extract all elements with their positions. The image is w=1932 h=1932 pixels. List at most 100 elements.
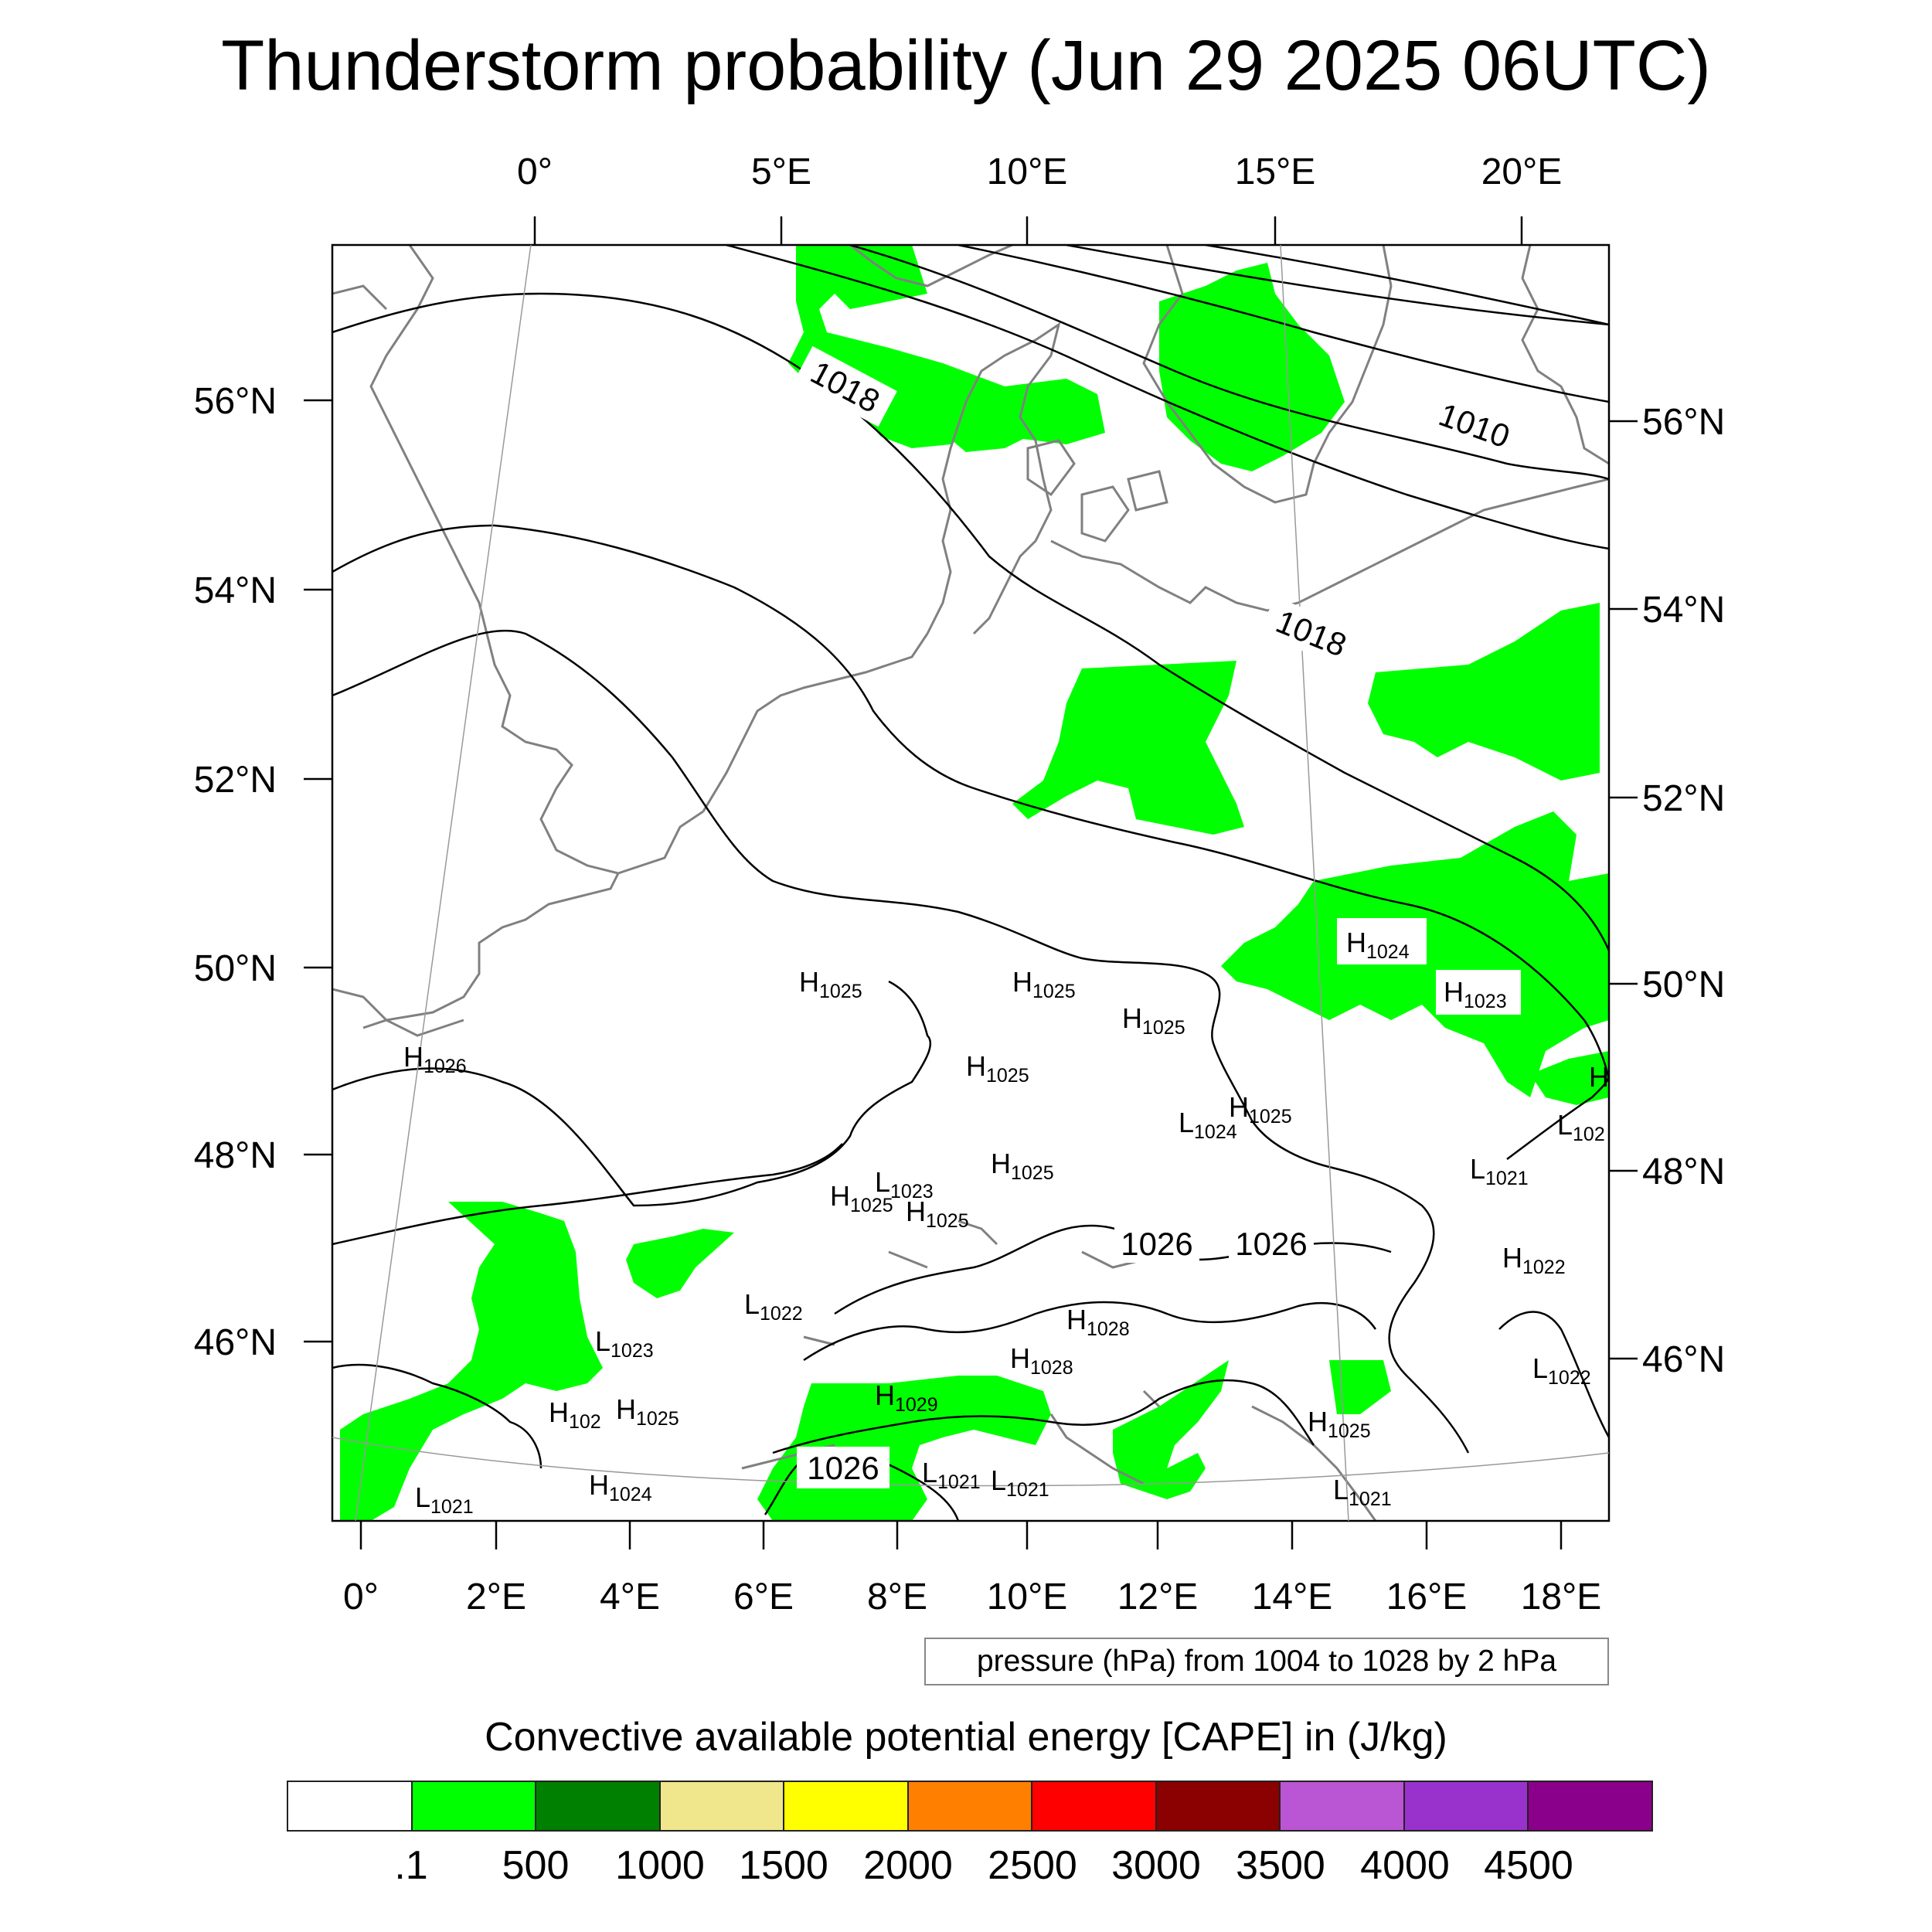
pressure-system-label: L1022 [1532,1352,1591,1389]
isobar-3 [957,245,1609,403]
top-lon-label: 0° [517,151,553,192]
cape-area-italy-north [1113,1360,1229,1499]
colorbar-swatch [536,1782,661,1830]
bottom-lon-label: 18°E [1521,1577,1602,1617]
coast-norway [849,245,1013,287]
coast-baltic-east [1521,245,1609,465]
colorbar-swatch [784,1782,909,1830]
colorbar-swatch [660,1782,785,1830]
bottom-lon-label: 16°E [1386,1577,1468,1617]
cape-area-france-central [626,1229,734,1298]
pressure-system-label: L1021 [1333,1474,1392,1510]
isobar-9 [332,980,932,1207]
colorbar-swatch [1156,1782,1281,1830]
pressure-system-label: L1021 [415,1481,474,1518]
pressure-system-label: H1025 [616,1393,679,1430]
coast-britain-north [332,284,388,311]
isobar-5 [1205,245,1609,326]
cape-area-denmark [943,402,1051,452]
isobar-11 [332,1363,543,1469]
coast-denmark [926,321,1061,635]
isobar-1 [726,245,1609,550]
colorbar-tick-label: 4000 [1360,1843,1450,1888]
pressure-system-label: H1025 [906,1196,969,1232]
cape-areas [340,245,1609,1521]
bottom-lon-label: 8°E [867,1577,927,1617]
pressure-system-label: L1021 [922,1457,981,1493]
isobar-16 [1506,1073,1609,1161]
left-lat-label: 54°N [194,570,277,611]
right-lat-label: 54°N [1642,590,1725,631]
pressure-system-label: H1025 [991,1148,1054,1184]
coast-germany-baltic [1050,478,1609,612]
right-lat-label: 52°N [1642,778,1725,819]
coast-benelux [617,633,929,875]
map-frame [304,216,1638,1549]
left-lat-label: 48°N [194,1135,277,1176]
pressure-system-label: H1025 [1308,1406,1371,1442]
isobar-14 [772,1379,1315,1454]
isobars [332,245,1609,1521]
right-lat-label: 56°N [1642,402,1725,443]
pressure-system-label: L1021 [991,1464,1049,1501]
pressure-system-label: H1028 [1066,1304,1130,1340]
colorbar-swatch [908,1782,1033,1830]
pressure-system-label: L1021 [1470,1153,1529,1189]
pressure-system-label: L1024 [1179,1107,1237,1143]
colorbar-tick-label: 1500 [739,1843,828,1888]
isobar-8 [332,629,1470,1454]
pressure-system-label: H1028 [1010,1342,1073,1379]
bottom-lon-label: 10°E [987,1577,1068,1617]
pressure-system-label: H1029 [875,1379,938,1416]
left-lat-labels: 56°N 54°N 52°N 50°N 48°N 46°N [194,381,277,1363]
colorbar-swatch [412,1782,537,1830]
left-lat-label: 50°N [194,948,277,989]
coastlines [332,245,1609,1521]
colorbar-tick-label: 4500 [1484,1843,1573,1888]
top-lon-label: 15°E [1235,151,1316,192]
colorbar-tick-label: 1000 [615,1843,705,1888]
chart-title: Thunderstorm probability (Jun 29 2025 06… [221,26,1711,105]
bottom-lon-label: 6°E [733,1577,794,1617]
isobar-2 [849,245,1609,481]
right-lat-label: 50°N [1642,964,1725,1005]
bottom-lon-labels: 0° 2°E 4°E 6°E 8°E 10°E 12°E 14°E 16°E 1… [343,1577,1601,1617]
colorbar-swatch [288,1782,413,1830]
coast-france-north [332,988,464,1037]
pressure-system-label: H1024 [589,1469,652,1505]
colorbar [287,1781,1653,1832]
isobar-7 [332,524,1609,1083]
colorbar-ticks: .1 500 1000 1500 2000 2500 3000 3500 400… [0,1841,1932,1895]
colorbar-tick-label: 2000 [863,1843,953,1888]
pressure-system-label: H1025 [1122,1002,1185,1039]
colorbar-swatch [1032,1782,1157,1830]
right-lat-label: 48°N [1642,1151,1725,1192]
pressure-system-label: H1025 [1229,1091,1292,1128]
colorbar-tick-label: 3000 [1111,1843,1201,1888]
colorbar-tick-label: 500 [502,1843,570,1888]
pressure-system-label: H102 [549,1396,601,1433]
pressure-system-label: H1025 [1012,966,1076,1002]
top-lon-label: 5°E [751,151,811,192]
isobar-label: 1026 [1121,1226,1192,1262]
pressure-system-label: L102 [1557,1109,1605,1145]
isobar-17 [1498,1311,1609,1438]
colorbar-tick-label: 3500 [1236,1843,1325,1888]
colorbar-tick-label: .1 [394,1843,428,1888]
colorbar-tick-label: 2500 [988,1843,1077,1888]
isobar-label: 1026 [1235,1226,1307,1262]
cape-area-balkans [1329,1360,1391,1414]
coast-sweden [1142,245,1393,504]
cape-area-slovakia [1530,1051,1609,1105]
right-lat-label: 46°N [1642,1339,1725,1380]
colorbar-title: Convective available potential energy [C… [485,1715,1447,1760]
coast-islands [1026,439,1168,543]
pressure-system-label: H1026 [403,1041,467,1077]
pressure-system-label: H1023 [1444,976,1507,1012]
pressure-system-label: L1022 [744,1288,803,1325]
top-lon-label: 10°E [987,151,1068,192]
bottom-lon-label: 0° [343,1577,379,1617]
isobar-4 [1066,245,1609,326]
pressure-system-label: H1025 [966,1050,1029,1087]
isobar-6 [332,292,1609,951]
